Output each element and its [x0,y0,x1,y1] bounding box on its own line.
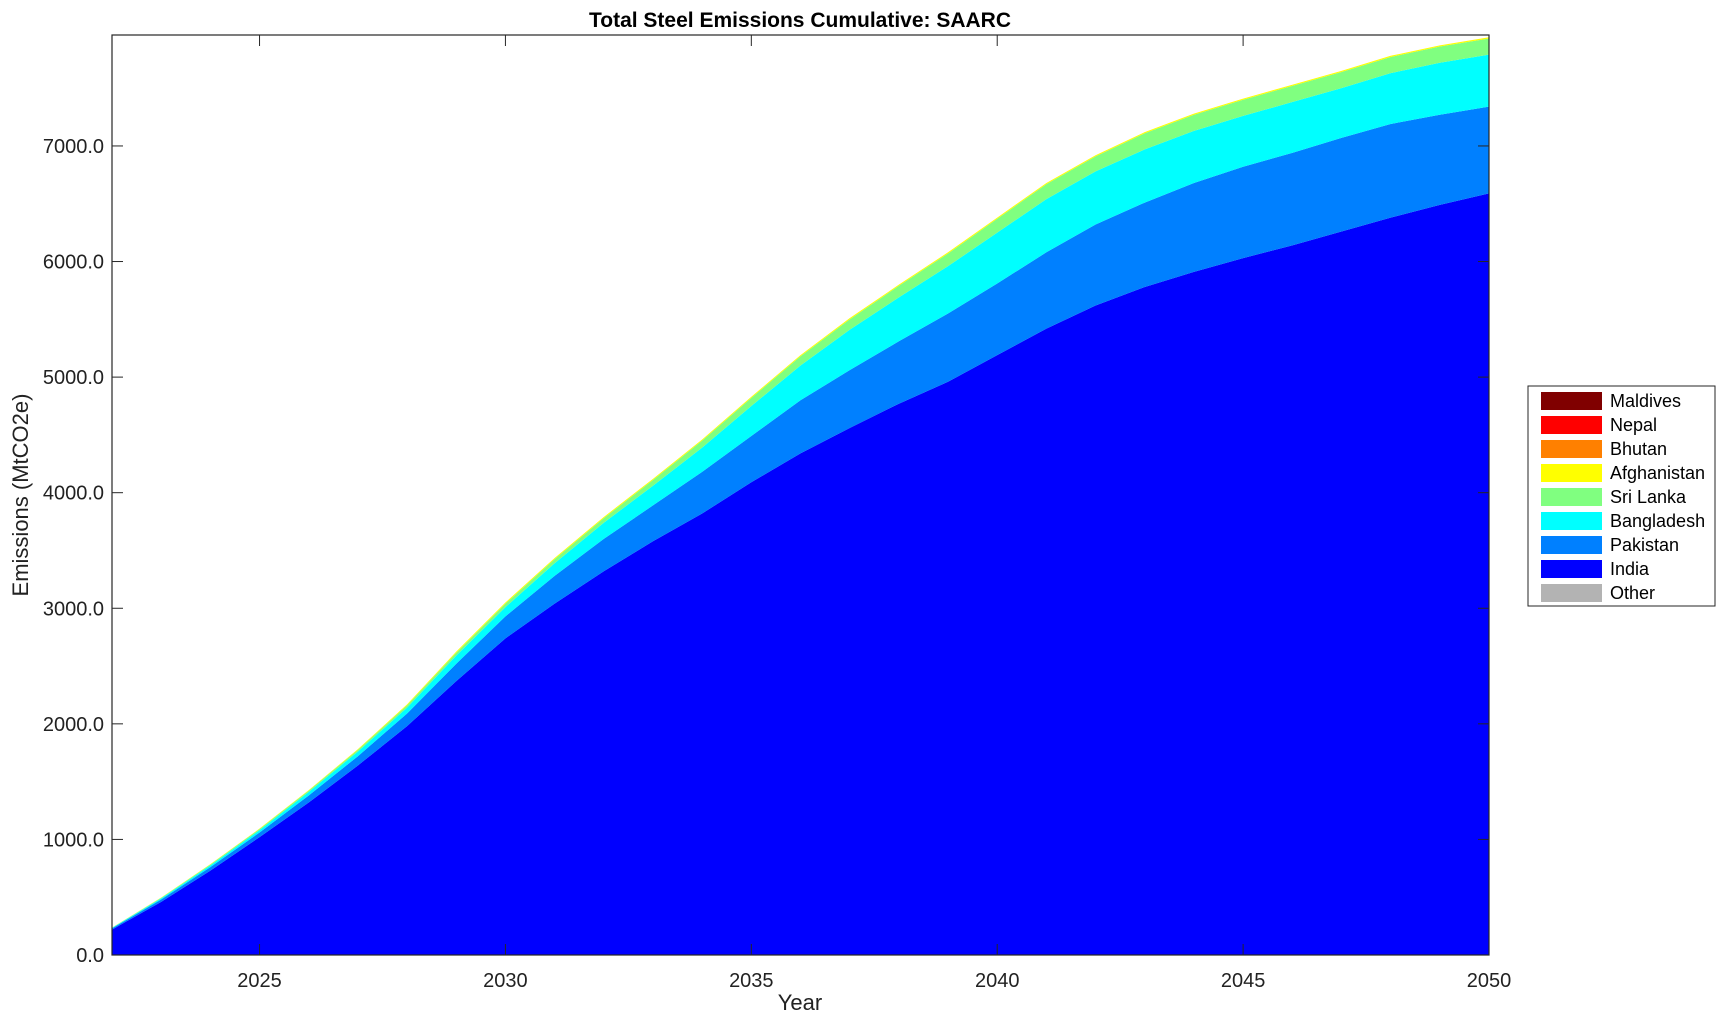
legend-swatch [1541,488,1602,506]
x-tick-label: 2040 [975,970,1020,992]
y-tick-label: 5000.0 [43,367,104,389]
y-tick-label: 1000.0 [43,829,104,851]
legend-swatch [1541,464,1602,482]
x-tick-label: 2050 [1467,970,1512,992]
legend-swatch [1541,416,1602,434]
legend-label: Nepal [1610,415,1657,435]
legend-swatch [1541,584,1602,602]
y-tick-label: 6000.0 [43,252,104,274]
area-india [112,193,1489,956]
x-axis: 2025 2030 2035 2040 2045 2050 [237,35,1511,992]
legend-swatch [1541,560,1602,578]
legend-swatch [1541,440,1602,458]
legend-label: Afghanistan [1610,463,1705,483]
y-tick-label: 2000.0 [43,714,104,736]
y-axis: 0.0 1000.0 2000.0 3000.0 4000.0 5000.0 6000.0 7… [43,136,1489,967]
x-tick-label: 2030 [483,970,528,992]
x-axis-title: Year [778,990,822,1015]
legend-label: Other [1610,583,1655,603]
legend-label: Bhutan [1610,439,1667,459]
area-pakistan [112,106,1489,930]
legend-items: Maldives Nepal Bhutan Afghanistan Sri Lanka B… [1541,391,1705,603]
x-tick-label: 2025 [237,970,282,992]
y-tick-label: 7000.0 [43,136,104,158]
legend-label: India [1610,559,1650,579]
legend-swatch [1541,512,1602,530]
x-tick-label: 2035 [729,970,774,992]
legend-label: Bangladesh [1610,511,1705,531]
legend: Maldives Nepal Bhutan Afghanistan Sri Lanka B… [1527,385,1716,607]
legend-label: Sri Lanka [1610,487,1687,507]
plot-frame [111,34,1490,956]
legend-swatch [1541,536,1602,554]
y-tick-label: 4000.0 [43,483,104,505]
areas-layer [112,37,1489,956]
x-tick-label: 2045 [1221,970,1266,992]
chart-title: Total Steel Emissions Cumulative: SAARC [589,9,1011,32]
legend-label: Maldives [1610,391,1681,411]
y-tick-label: 3000.0 [43,598,104,620]
legend-label: Pakistan [1610,535,1679,555]
legend-swatch [1541,392,1602,410]
y-axis-title: Emissions (MtCO2e) [8,394,33,597]
y-tick-label: 0.0 [76,945,104,967]
